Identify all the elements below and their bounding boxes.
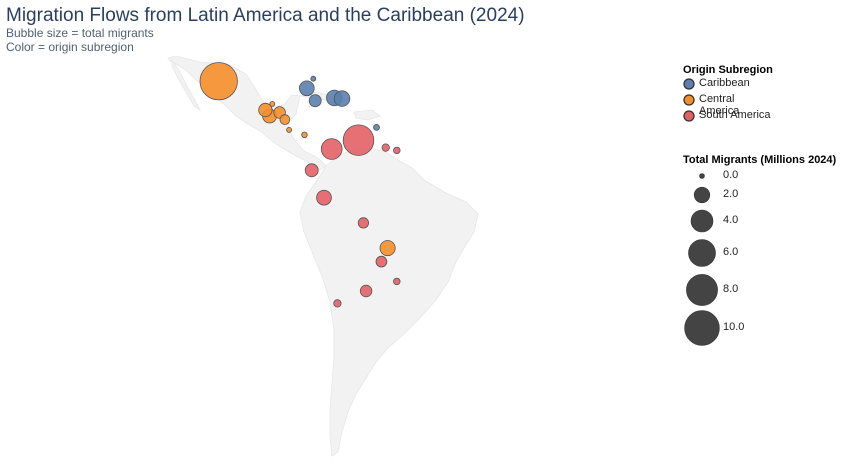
size-legend-bubble — [699, 173, 705, 179]
migration-bubble-south-america[interactable] — [342, 124, 375, 156]
migration-bubble-central-america[interactable] — [258, 102, 273, 118]
size-legend-label: 2.0 — [723, 188, 739, 200]
migration-bubble-south-america[interactable] — [381, 143, 390, 152]
legend-item-central-america[interactable]: Central America — [683, 92, 773, 117]
migration-bubble-central-america[interactable] — [269, 101, 276, 107]
legend-swatch-central-america — [683, 94, 695, 106]
size-legend-title: Total Migrants (Millions 2024) — [683, 154, 837, 166]
migration-bubble-caribbean[interactable] — [308, 94, 322, 108]
migration-bubble-central-america[interactable] — [279, 114, 291, 125]
legend-label-south-america: South America — [699, 109, 771, 121]
legend-item-south-america[interactable]: South America — [683, 108, 773, 124]
bubble-layer — [199, 62, 401, 308]
migration-bubble-central-america[interactable] — [199, 62, 238, 101]
size-legend — [684, 173, 720, 346]
migration-bubble-south-america[interactable] — [333, 299, 342, 308]
size-legend-label: 0.0 — [723, 169, 739, 181]
legend-swatch-caribbean — [683, 78, 695, 90]
size-legend-label: 6.0 — [723, 246, 739, 258]
migration-bubble-central-america[interactable] — [301, 131, 308, 138]
migration-bubble-central-america[interactable] — [286, 126, 293, 133]
size-legend-bubble — [684, 310, 720, 346]
migration-bubble-south-america[interactable] — [316, 189, 332, 206]
land-baja-california — [171, 58, 202, 112]
legend-item-caribbean[interactable]: Caribbean — [683, 76, 773, 92]
legend-swatch-south-america — [683, 110, 695, 122]
legend-label-caribbean: Caribbean — [699, 77, 750, 89]
color-legend-title: Origin Subregion — [683, 64, 773, 76]
size-legend-label: 10.0 — [723, 321, 745, 333]
size-legend-bubble — [686, 274, 718, 306]
map-title: Migration Flows from Latin America and t… — [6, 5, 525, 26]
migration-bubble-south-america[interactable] — [375, 255, 388, 268]
land-mexico-central-america — [167, 55, 327, 171]
migration-bubble-south-america[interactable] — [320, 138, 343, 160]
migration-bubble-south-america[interactable] — [393, 277, 401, 286]
size-legend-bubble — [693, 186, 711, 204]
migration-bubble-caribbean[interactable] — [298, 80, 315, 97]
migration-bubble-south-america[interactable] — [393, 146, 401, 155]
land-layer — [167, 55, 479, 457]
migration-bubble-caribbean[interactable] — [373, 124, 380, 131]
size-legend-bubble — [690, 209, 714, 233]
map-subtitle-size: Bubble size = total migrants — [6, 26, 154, 40]
migration-bubble-central-america[interactable] — [379, 240, 396, 257]
color-legend: Origin Subregion Caribbean Central Ameri… — [683, 64, 773, 124]
legend-label-central-america: Central America — [699, 93, 740, 117]
migration-bubble-caribbean[interactable] — [333, 90, 351, 107]
map-subtitle-color: Color = origin subregion — [6, 40, 134, 54]
size-legend-bubble — [688, 239, 716, 267]
size-legend-label: 8.0 — [723, 283, 739, 295]
migration-bubble-south-america[interactable] — [304, 163, 319, 178]
migration-bubble-south-america[interactable] — [359, 284, 373, 298]
migration-bubble-caribbean[interactable] — [310, 75, 317, 82]
size-legend-label: 4.0 — [723, 214, 739, 226]
land-south-america — [299, 147, 479, 457]
land-hispaniola — [353, 109, 381, 121]
migration-bubble-south-america[interactable] — [357, 217, 369, 229]
